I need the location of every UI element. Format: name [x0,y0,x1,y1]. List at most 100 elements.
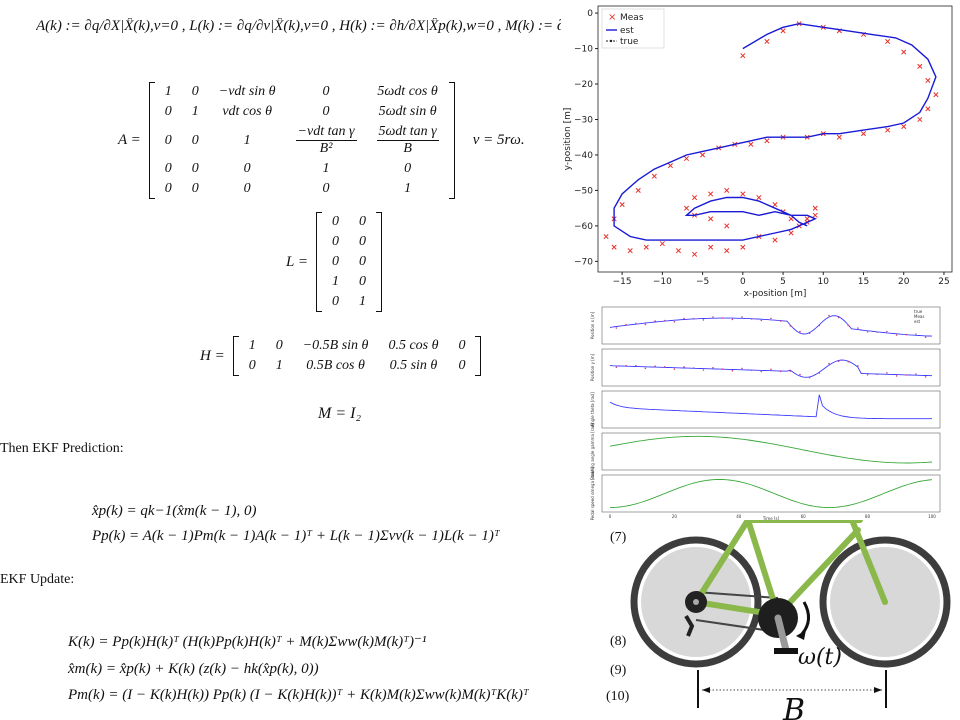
meas-point [708,244,714,250]
panel-y-label: Steering angle gamma [rad] [590,423,595,480]
equation-number-7: (7) [610,530,627,545]
update-equation-3: Pm(k) = (I − K(k)H(k)) Pp(k) (I − K(k)H(… [68,687,529,703]
panel-meas-point [741,316,743,318]
time-tick-label: 20 [672,514,678,519]
meas-point [683,205,690,211]
matrix-l-cell: 1 [331,274,339,289]
rotation-arrow-icon [800,601,810,635]
matrix-a-block: A = 1 0 −vdt sin θ 0 5ωdt cos θ 0 1 vdt cos θ 0 5… [118,82,525,199]
panel-meas-point [702,319,705,321]
x-tick-label: 5 [780,277,786,287]
matrix-h: 1 0 −0.5B sin θ 0.5 cos θ 0 0 1 0.5B cos θ 0.5 s… [232,336,482,376]
matrix-h-label: H = [200,347,225,364]
panel-meas-point [876,331,879,333]
panel-meas-point [663,319,666,322]
time-panel [601,306,941,345]
update-heading: EKF Update: [0,572,75,587]
est-series-line [613,22,937,241]
x-tick-label: 15 [858,277,869,287]
x-axis-label: x-position [m] [744,289,807,299]
panel-legend-entry: est [914,319,921,324]
panel-meas-point [644,323,647,326]
chain-top [695,591,779,599]
pedal [774,648,798,654]
equation-number-9: (9) [610,663,627,678]
meas-point [691,194,698,201]
matrix-a-cell: −vdt tan γ B² [295,124,357,156]
meas-point [667,163,673,169]
time-panel [601,348,941,387]
x-tick-label: 0 [740,277,746,287]
meas-point [724,223,730,229]
matrix-h-cell: −0.5B sin θ [302,338,369,353]
panel-meas-point [615,327,618,329]
equation-number-10: (10) [606,689,630,704]
matrix-a-cell: 0 [191,161,199,176]
panel-meas-point [683,366,685,368]
panel-meas-point [915,373,917,375]
meas-point [724,187,730,193]
matrix-a-cell: 5ωdt sin θ [378,104,437,119]
meas-point [675,248,682,254]
panel-meas-point [721,368,724,370]
meas-point [683,155,690,162]
meas-point [651,173,657,179]
prediction-heading: Then EKF Prediction: [0,441,124,456]
y-axis-label: y-position [m] [563,108,573,171]
panel-meas-point [702,369,705,371]
meas-point [619,202,625,208]
equation-number-8: (8) [610,634,627,649]
panel-meas-point [779,320,782,322]
time-panel [601,474,941,513]
time-panel [601,432,941,471]
panel-legend-entry: true [914,309,923,314]
legend-meas: Meas [620,13,644,23]
meas-point [901,124,907,130]
panel-meas-point [635,364,637,367]
x-tick-label: −10 [653,277,672,287]
panel-meas-point [663,366,666,368]
y-tick-label: −30 [574,115,593,125]
panel-meas-point [625,364,627,367]
meas-point [611,244,617,250]
omega-label: ω(t) [798,645,842,670]
meas-point [925,106,931,112]
panel-meas-point [876,373,879,376]
y-tick-label: −50 [574,186,593,196]
prediction-equation-1: x̂p(k) = qk−1(x̂m(k − 1), 0) [92,503,257,519]
panel-legend-entry: Meas [914,314,924,319]
panel-series-line [609,394,932,420]
matrix-h-cell: 0.5 sin θ [389,358,438,373]
meas-point [885,38,891,45]
meas-point [764,38,770,45]
meas-point [740,191,746,197]
matrix-h-cell: 1 [248,338,256,353]
matrix-a-cell: 1 [164,84,172,99]
y-tick-label: −10 [574,45,593,55]
panel-meas-point [770,368,772,371]
time-axis-label: Time [s] [762,516,780,521]
matrix-h-cell: 0.5 cos θ [388,338,439,353]
meas-point [708,191,714,197]
matrix-a-cell: 0 [322,84,330,99]
matrix-a-cell: 0 [322,104,330,119]
matrix-h-cell: 0 [248,358,256,373]
panel-meas-point [828,314,830,317]
matrix-l-label: L = [286,253,308,270]
panel-series-line [609,359,933,378]
update-equation-2: x̂m(k) = x̂p(k) + K(k) (z(k) − hk(x̂p(k)… [68,661,319,677]
m-definition: M = I₂ [318,405,362,422]
matrix-a-cell: −vdt sin θ [218,84,276,99]
panel-meas-point [886,330,888,333]
meas-point [635,187,641,193]
derailleur [684,614,695,637]
y-tick-label: −70 [574,257,593,267]
matrix-a-cell: 0 [191,84,199,99]
matrix-a-cell: 1 [322,161,330,176]
